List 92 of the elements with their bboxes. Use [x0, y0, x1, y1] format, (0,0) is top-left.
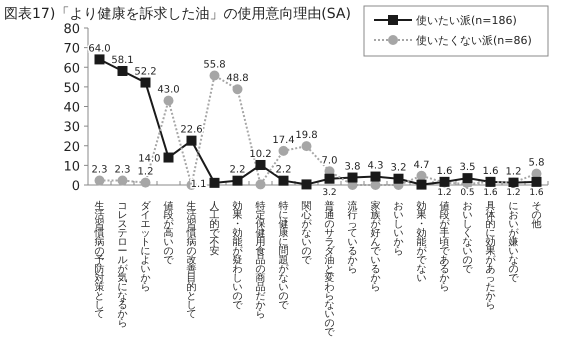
y-tick-label: 10: [63, 159, 80, 174]
point: [416, 180, 426, 190]
data-label: 1.2: [506, 188, 521, 198]
data-label: 1.6: [483, 188, 498, 198]
point: [140, 178, 150, 188]
category-label: 特に健康に問題がないので: [278, 201, 288, 311]
y-tick-label: 30: [63, 120, 80, 136]
data-label: 17.4: [272, 134, 295, 146]
point: [210, 178, 220, 188]
point: [256, 160, 266, 170]
x-tick-label: 関心がないので: [300, 201, 312, 266]
point: [164, 152, 174, 163]
category-label: コレステロールが気になるから: [118, 201, 128, 329]
data-label: 1.6: [436, 166, 452, 177]
y-tick-label: 70: [63, 42, 80, 57]
point: [278, 176, 288, 186]
data-label: 10.2: [249, 148, 272, 160]
y-tick-label: 40: [63, 100, 80, 116]
y-tick-label: 50: [63, 80, 80, 96]
data-label: 55.8: [203, 59, 226, 70]
point: [94, 175, 104, 186]
data-label: 0.5: [460, 188, 475, 198]
point: [118, 66, 128, 76]
legend-label: 使いたい派(n=186): [416, 14, 517, 27]
point: [164, 96, 174, 106]
data-label: 4.7: [414, 160, 430, 171]
legend-label: 使いたくない派(n=86): [416, 34, 532, 47]
data-label: 14.0: [138, 154, 160, 165]
point: [186, 136, 196, 146]
x-tick-label: 流行っているから: [348, 200, 358, 275]
point: [140, 78, 150, 88]
data-label: 4.3: [368, 160, 384, 172]
category-label: 具体的に効果があったから: [486, 201, 496, 311]
x-tick-label: その他: [532, 201, 542, 230]
data-label: 1.2: [437, 188, 452, 198]
y-tick-label: 20: [63, 140, 80, 155]
x-tick-label: おいしくないので: [462, 201, 474, 275]
data-label: 2.3: [92, 164, 108, 176]
data-label: 2.3: [114, 164, 130, 176]
point: [232, 176, 242, 186]
category-label: 特定保健用食品の商品だから: [256, 201, 266, 320]
data-label: 5.8: [528, 158, 544, 169]
data-label: 58.1: [111, 54, 134, 66]
data-label: 48.8: [226, 73, 249, 84]
category-label: 値段が手頃であるから: [440, 201, 450, 293]
data-label: 1.2: [506, 166, 522, 178]
data-label: 19.8: [295, 130, 318, 142]
category-label: 生活習慣病の改善目的として: [186, 201, 196, 320]
data-label: 3.2: [390, 162, 406, 174]
data-label: 2.2: [230, 164, 246, 176]
y-tick-label: 0: [72, 179, 80, 194]
point: [256, 179, 266, 190]
data-label: 2.2: [276, 164, 292, 176]
data-label: 43.0: [157, 84, 180, 96]
point: [302, 179, 312, 190]
point: [118, 175, 128, 186]
point: [210, 70, 220, 80]
category-label: 生活習慣病の予防対策として: [94, 201, 104, 320]
category-label: 効果・効能が疑わしいので: [232, 201, 242, 311]
point: [324, 174, 334, 184]
data-label: 7.0: [322, 155, 338, 166]
data-label: 1.2: [138, 166, 154, 178]
data-label: 52.2: [134, 66, 157, 78]
chart-title: 図表17)「より健康を訴求した油」の使用意向理由(SA): [4, 6, 351, 22]
x-tick-label: 人工的で不安: [210, 201, 220, 257]
data-label: 1.1: [190, 178, 206, 190]
category-label: においが嫌いなので: [508, 201, 518, 284]
x-tick-label: おいしいから: [394, 201, 404, 257]
data-label: 3.5: [460, 162, 476, 174]
point: [348, 172, 358, 183]
point: [462, 173, 472, 184]
point: [370, 172, 380, 182]
point: [94, 54, 104, 64]
category-label: 家族が好んでいるから: [370, 201, 380, 293]
point: [532, 176, 542, 187]
point: [278, 146, 288, 156]
category-label: 普通のサラダ油と変わらないので: [324, 201, 334, 338]
point: [394, 174, 404, 184]
data-label: 3.2: [322, 188, 337, 198]
data-label: 22.6: [180, 124, 203, 136]
x-tick-label: 値段が高いので: [164, 200, 174, 266]
point: [232, 84, 242, 94]
category-label: 効果・効能がでない: [416, 201, 426, 284]
data-label: 3.8: [344, 162, 360, 173]
point: [302, 141, 312, 152]
data-label: 64.0: [88, 43, 111, 54]
data-label: 1.6: [529, 188, 544, 198]
point: [416, 170, 426, 181]
data-label: 1.6: [482, 166, 498, 177]
category-label: ダイエットによいから: [140, 201, 150, 293]
y-tick-label: 80: [63, 22, 80, 37]
y-tick-label: 60: [63, 61, 80, 76]
